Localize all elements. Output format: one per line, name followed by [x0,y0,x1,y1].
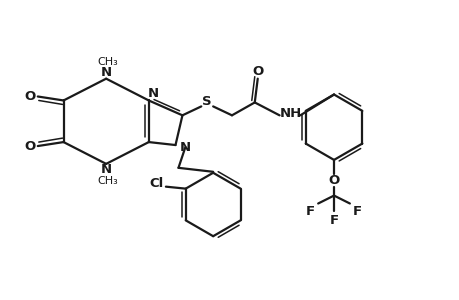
Text: O: O [252,65,263,78]
Text: N: N [179,140,190,154]
Text: F: F [305,205,314,218]
Text: F: F [329,214,338,227]
Text: N: N [101,163,112,176]
Text: O: O [24,90,35,103]
Text: O: O [24,140,35,152]
Text: F: F [353,205,362,218]
Text: NH: NH [279,107,301,120]
Text: O: O [328,174,339,187]
Text: CH₃: CH₃ [98,176,118,186]
Text: CH₃: CH₃ [98,57,118,67]
Text: N: N [101,66,112,79]
Text: Cl: Cl [150,177,164,190]
Text: S: S [202,95,212,108]
Text: N: N [148,87,159,100]
